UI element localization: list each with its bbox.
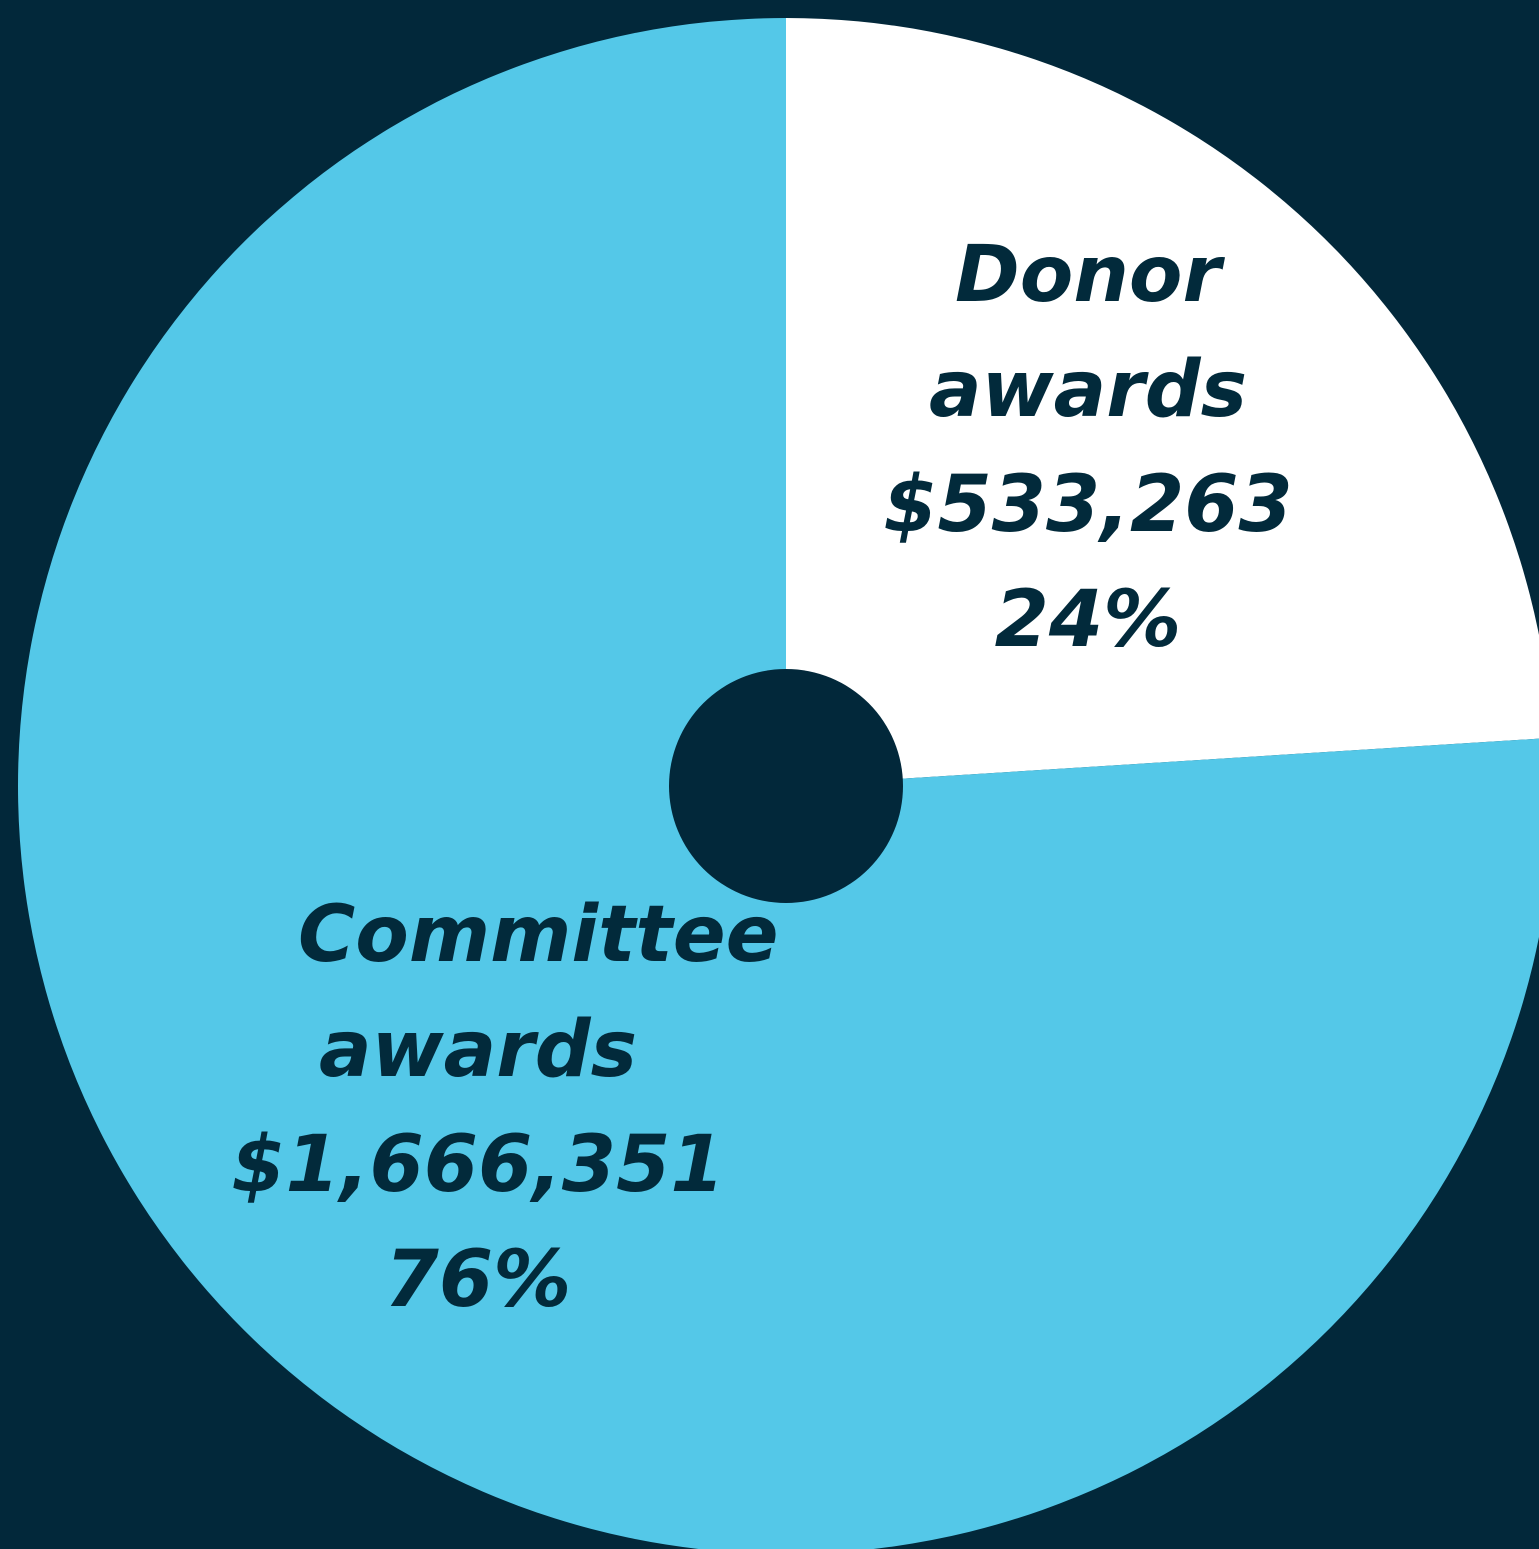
slice-label: Donor awards $533,263 24%	[838, 218, 1338, 678]
category-label: Committee awards	[298, 890, 779, 1095]
slice-label: Committee awards $1,666,351 76%	[228, 878, 779, 1338]
value-label: 76%	[384, 1235, 572, 1325]
category-label: Donor awards	[928, 230, 1248, 435]
center-hole	[669, 669, 903, 903]
amount-label: $533,263	[883, 460, 1293, 550]
value-label: 24%	[994, 575, 1182, 665]
amount-label: $1,666,351	[231, 1120, 725, 1210]
pie-slice	[786, 18, 1539, 786]
